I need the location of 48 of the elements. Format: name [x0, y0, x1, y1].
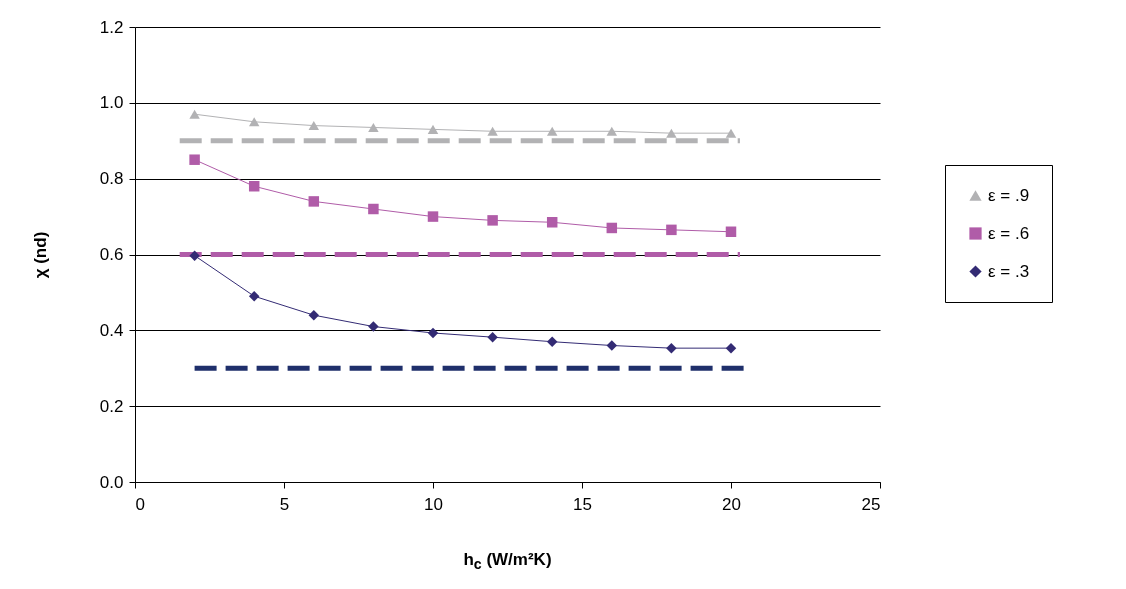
point	[546, 217, 558, 228]
x-tick-label: 20	[722, 494, 741, 514]
legend-label: ε = .6	[988, 223, 1030, 243]
point	[606, 222, 618, 234]
point	[308, 121, 320, 131]
x-tick-label: 25	[861, 494, 881, 514]
point	[427, 124, 439, 134]
y-tick-label: 0.6	[99, 245, 124, 264]
legend-label: ε = .3	[988, 261, 1030, 281]
point	[666, 128, 677, 138]
point	[248, 117, 260, 127]
point	[189, 109, 200, 119]
y-tick-label: 1.0	[99, 93, 124, 113]
y-tick-label: 1.2	[99, 17, 124, 37]
x-axis-title: h$_{c}$ (W/m²K)	[462, 550, 553, 573]
y-tick-label: 0.8	[99, 169, 124, 189]
x-tick-label: 15	[573, 494, 592, 514]
y-tick-label: 0.0	[99, 472, 124, 492]
legend-label: ε = .9	[988, 185, 1030, 205]
point	[546, 126, 558, 136]
x-tick-label: 0	[135, 494, 145, 514]
point	[487, 126, 498, 136]
point	[725, 128, 737, 138]
x-tick-label: 5	[279, 494, 290, 514]
point	[248, 290, 260, 302]
point	[666, 224, 677, 236]
point	[189, 250, 200, 261]
point	[546, 336, 558, 347]
point	[725, 342, 737, 354]
point	[606, 340, 618, 351]
y-axis-title: χ (nd)	[30, 231, 50, 279]
point	[606, 126, 618, 136]
y-tick-label: 0.2	[99, 396, 124, 416]
point	[487, 215, 498, 226]
point	[725, 226, 737, 237]
point	[308, 196, 320, 207]
point	[248, 181, 260, 192]
point	[487, 331, 498, 343]
point	[427, 327, 439, 339]
point	[308, 309, 320, 321]
point	[368, 321, 379, 332]
point	[368, 203, 379, 215]
point	[427, 211, 439, 222]
point	[666, 342, 677, 354]
x-tick-label: 10	[424, 494, 443, 514]
point	[368, 122, 379, 133]
point	[189, 154, 200, 165]
y-tick-label: 0.4	[99, 320, 124, 340]
